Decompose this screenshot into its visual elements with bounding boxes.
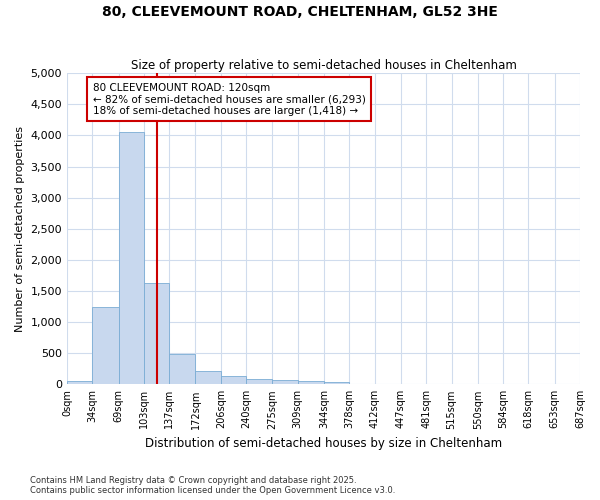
Bar [298,381,324,384]
Bar [221,376,246,384]
X-axis label: Distribution of semi-detached houses by size in Cheltenham: Distribution of semi-detached houses by … [145,437,502,450]
Bar [324,382,349,384]
Text: 80, CLEEVEMOUNT ROAD, CHELTENHAM, GL52 3HE: 80, CLEEVEMOUNT ROAD, CHELTENHAM, GL52 3… [102,5,498,19]
Bar [246,378,272,384]
Bar [67,381,92,384]
Bar [169,354,196,384]
Text: Contains HM Land Registry data © Crown copyright and database right 2025.
Contai: Contains HM Land Registry data © Crown c… [30,476,395,495]
Title: Size of property relative to semi-detached houses in Cheltenham: Size of property relative to semi-detach… [131,59,517,72]
Y-axis label: Number of semi-detached properties: Number of semi-detached properties [15,126,25,332]
Bar [272,380,298,384]
Bar [144,283,169,384]
Bar [196,371,221,384]
Bar [119,132,144,384]
Bar [92,306,119,384]
Text: 80 CLEEVEMOUNT ROAD: 120sqm
← 82% of semi-detached houses are smaller (6,293)
18: 80 CLEEVEMOUNT ROAD: 120sqm ← 82% of sem… [92,82,365,116]
